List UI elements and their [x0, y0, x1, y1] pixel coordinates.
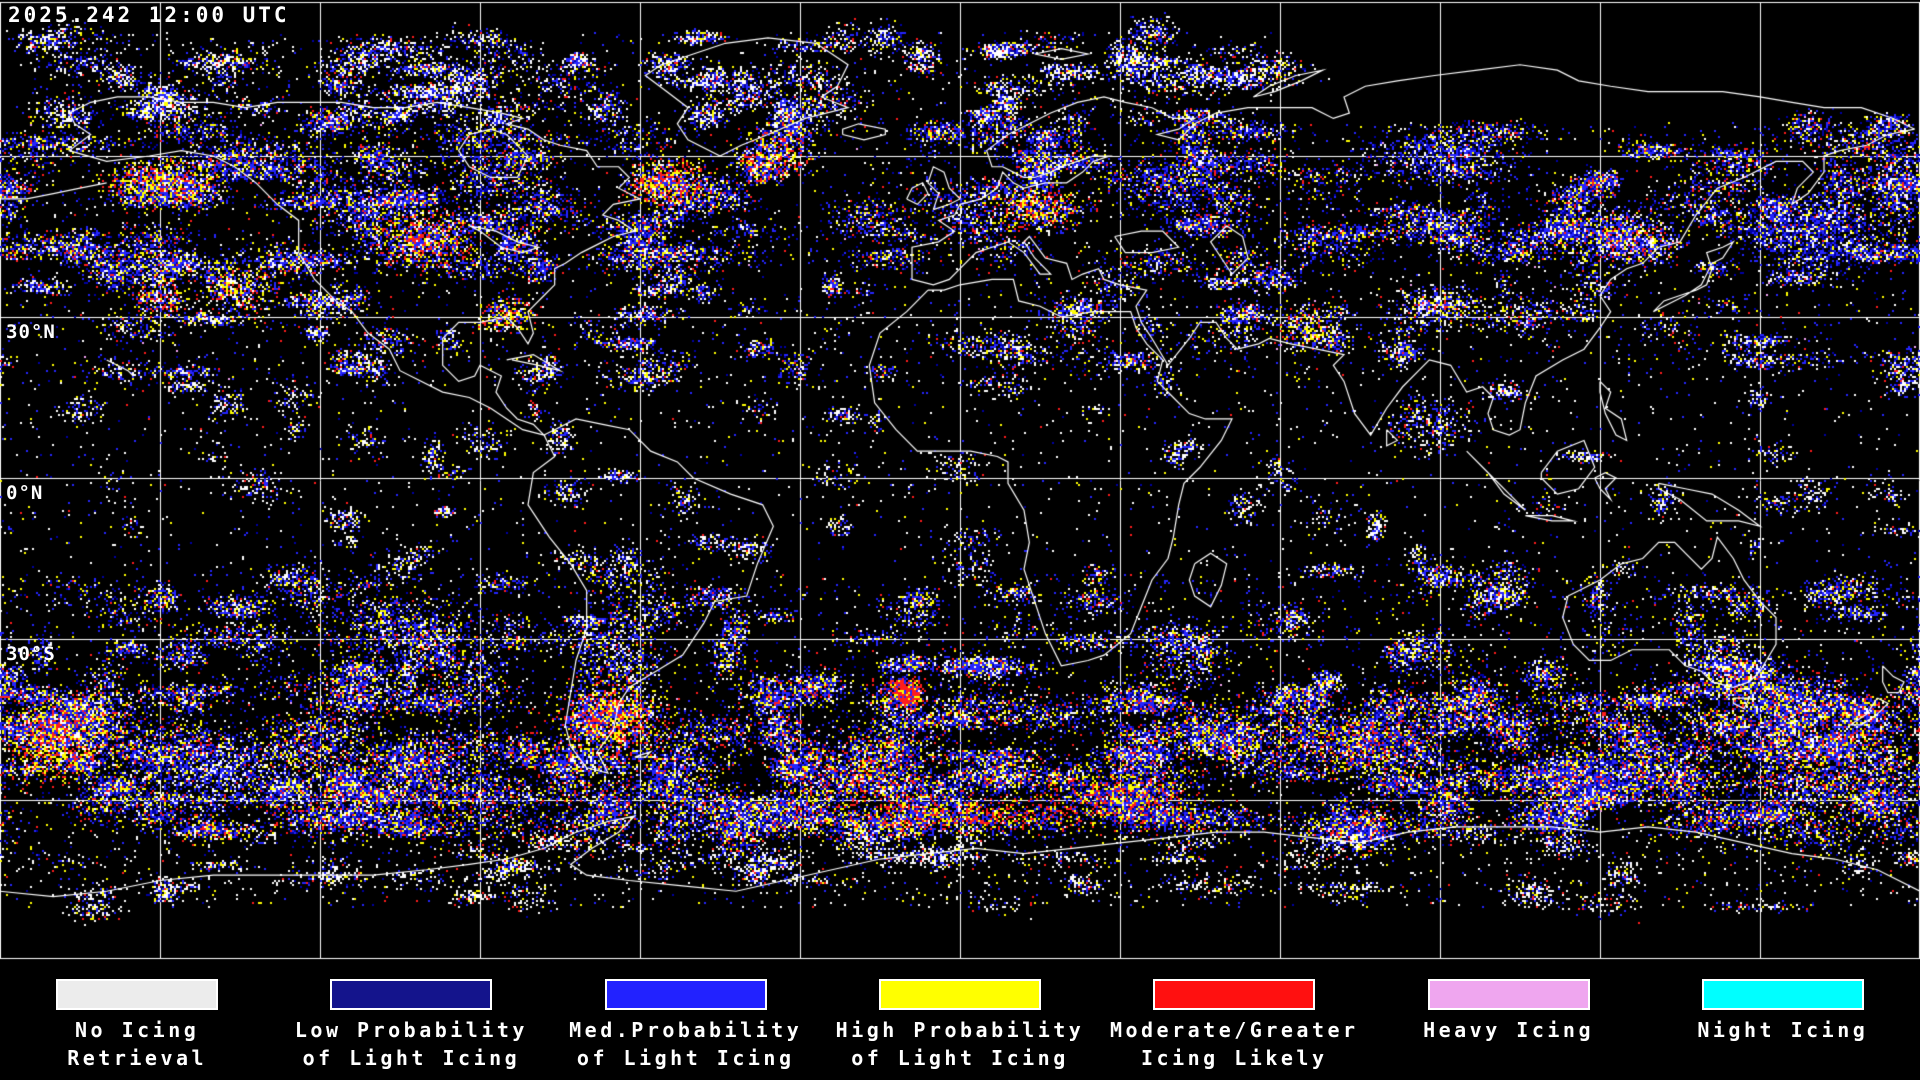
world-icing-map: 2025.242 12:00 UTC 30°N 0°N 30°S [0, 0, 1920, 962]
latitude-label-0n: 0°N [6, 482, 44, 504]
legend-label: Icing Likely [1141, 1046, 1328, 1070]
latitude-label-30s: 30°S [6, 643, 56, 665]
legend-swatch-moderate-greater [1153, 979, 1316, 1010]
legend-item-heavy-icing: Heavy Icing [1371, 962, 1645, 1080]
legend-label: No Icing [74, 1018, 200, 1042]
legend-swatch-low-probability [330, 979, 493, 1010]
legend-item-low-probability: Low Probability of Light Icing [274, 962, 548, 1080]
timestamp: 2025.242 12:00 UTC [8, 3, 290, 27]
legend-label: Night Icing [1697, 1018, 1869, 1042]
legend-label: Med.Probability [569, 1018, 803, 1042]
legend-label: of Light Icing [851, 1046, 1069, 1070]
latitude-label-30n: 30°N [6, 321, 56, 343]
legend-label: Moderate/Greater [1109, 1018, 1359, 1042]
legend-swatch-no-icing [56, 979, 219, 1010]
legend-label: Retrieval [67, 1046, 208, 1070]
legend-label: of Light Icing [302, 1046, 521, 1070]
legend-item-moderate-greater: Moderate/Greater Icing Likely [1097, 962, 1371, 1080]
legend-swatch-high-probability [878, 979, 1041, 1010]
legend: No Icing Retrieval Low Probability of Li… [0, 962, 1920, 1080]
icing-data-canvas [0, 0, 1920, 962]
legend-label: Heavy Icing [1423, 1018, 1595, 1042]
legend-label: Low Probability [294, 1018, 528, 1042]
legend-swatch-night-icing [1701, 979, 1864, 1010]
legend-item-med-probability: Med.Probability of Light Icing [549, 962, 823, 1080]
legend-item-night-icing: Night Icing [1646, 962, 1920, 1080]
legend-label: High Probability [835, 1018, 1085, 1042]
legend-item-high-probability: High Probability of Light Icing [823, 962, 1097, 1080]
legend-label: of Light Icing [576, 1046, 795, 1070]
legend-item-no-icing: No Icing Retrieval [0, 962, 274, 1080]
legend-swatch-med-probability [604, 979, 767, 1010]
legend-swatch-heavy-icing [1427, 979, 1590, 1010]
